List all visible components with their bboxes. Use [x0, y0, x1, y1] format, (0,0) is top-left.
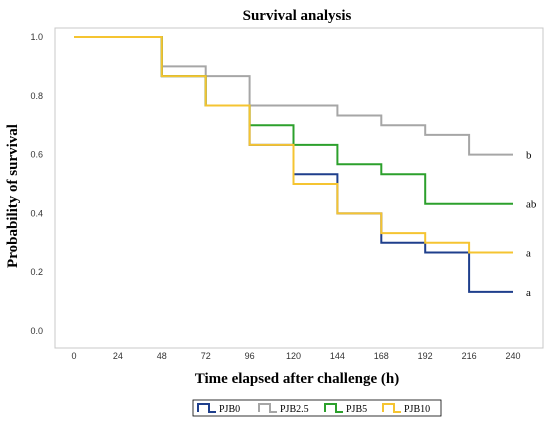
- x-tick-label: 168: [374, 351, 389, 361]
- series-layer: [74, 36, 513, 293]
- y-tick-label: 1.0: [30, 32, 43, 42]
- legend-entry-pjb2-5: PJB2.5: [258, 403, 309, 415]
- series-line-pjb10: [74, 36, 513, 254]
- x-tick-label: 216: [462, 351, 477, 361]
- x-axis-title: Time elapsed after challenge (h): [195, 371, 399, 387]
- legend-items: PJB0 PJB2.5 PJB5 PJB10: [197, 403, 430, 415]
- y-tick-label: 0.8: [30, 91, 43, 101]
- legend-box: [192, 399, 442, 417]
- x-tick-label: 0: [71, 351, 76, 361]
- y-tick-label: 0.6: [30, 150, 43, 160]
- x-tick-label: 240: [505, 351, 520, 361]
- y-tick-label: 0.2: [30, 267, 43, 277]
- legend-entry-pjb10: PJB10: [382, 403, 430, 415]
- legend-swatch: [258, 403, 277, 413]
- significance-label: b: [526, 150, 532, 162]
- significance-label: ab: [526, 199, 537, 211]
- legend-label: PJB2.5: [280, 404, 309, 415]
- legend-swatch: [197, 403, 216, 413]
- legend-label: PJB10: [404, 404, 430, 415]
- legend-entry-pjb5: PJB5: [324, 403, 367, 415]
- significance-label: a: [526, 248, 531, 260]
- y-tick-label: 0.0: [30, 326, 43, 336]
- legend-label: PJB5: [346, 404, 367, 415]
- x-tick-label: 192: [418, 351, 433, 361]
- x-tick-label: 72: [201, 351, 211, 361]
- legend-label: PJB0: [219, 404, 240, 415]
- legend: PJB0 PJB2.5 PJB5 PJB10: [192, 399, 442, 417]
- x-tick-label: 48: [157, 351, 167, 361]
- series-line-pjb2-5: [74, 36, 513, 156]
- plot-frame: [54, 27, 544, 349]
- chart-title: Survival analysis: [243, 8, 352, 24]
- legend-swatch: [324, 403, 343, 413]
- x-axis-ticks: 0 24 48 72 96 120 144 168 192 216 240: [71, 351, 520, 361]
- x-tick-label: 96: [245, 351, 255, 361]
- legend-entry-pjb0: PJB0: [197, 403, 240, 415]
- y-axis-ticks: 0.0 0.2 0.4 0.6 0.8 1.0: [30, 32, 43, 336]
- legend-swatch: [382, 403, 401, 413]
- y-axis-title: Probability of survival: [5, 124, 21, 268]
- x-tick-label: 144: [330, 351, 345, 361]
- x-tick-label: 120: [286, 351, 301, 361]
- significance-label: a: [526, 287, 531, 299]
- x-tick-label: 24: [113, 351, 123, 361]
- y-tick-label: 0.4: [30, 208, 43, 218]
